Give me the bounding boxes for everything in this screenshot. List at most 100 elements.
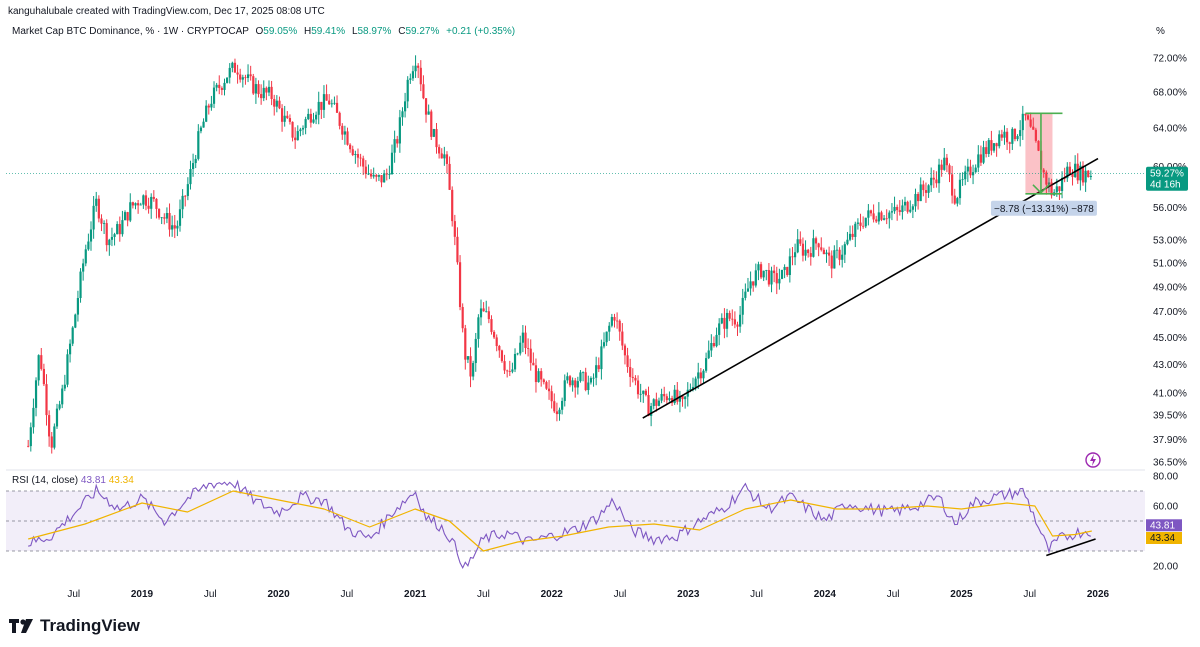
candle-body (215, 84, 218, 88)
symbol-name[interactable]: Market Cap BTC Dominance, % · 1W · CRYPT… (12, 26, 249, 37)
candle-body (220, 88, 223, 90)
candle-body (689, 389, 692, 390)
price-tick-label: 41.00% (1153, 388, 1187, 399)
tradingview-brand[interactable]: TradingView (8, 616, 140, 636)
price-tick-label: 47.00% (1153, 307, 1187, 318)
candle-body (356, 154, 360, 158)
candle-body (236, 72, 239, 75)
candle-body (228, 67, 231, 78)
time-tick-label: Jul (340, 589, 353, 600)
rsi-tick-label: 60.00 (1153, 502, 1178, 513)
candle-body (882, 218, 886, 220)
candle-body (953, 195, 956, 204)
candle-body (490, 319, 493, 332)
candle-body (576, 381, 579, 388)
candle-body (461, 307, 464, 329)
candle-body (194, 158, 197, 164)
candle-body (171, 225, 174, 230)
candle-body (966, 166, 969, 172)
candle-body (820, 247, 823, 250)
rsi-value: 43.81 (80, 475, 106, 486)
candle-body (516, 353, 519, 355)
candle-body (291, 121, 294, 138)
candle-body (678, 396, 682, 402)
candle-body (854, 223, 857, 237)
candle-body (1081, 165, 1085, 183)
candle-body (741, 297, 744, 315)
candle-body (650, 406, 653, 416)
rsi-legend[interactable]: RSI (14, close) 43.81 43.34 (12, 475, 134, 486)
lightning-icon[interactable] (1085, 452, 1101, 468)
candle-body (780, 269, 784, 279)
candle-body (919, 184, 922, 202)
candle-body (176, 225, 179, 229)
candle-body (275, 100, 278, 107)
candle-body (684, 396, 687, 400)
candle-body (718, 323, 721, 335)
candle-body (118, 224, 121, 235)
candle-body (733, 319, 736, 325)
candle-body (299, 129, 302, 132)
candle-body (283, 115, 286, 122)
candle-body (977, 154, 980, 168)
candle-body (160, 217, 163, 219)
candle-body (608, 325, 611, 332)
price-support-trendline (642, 157, 1099, 419)
candle-body (456, 236, 459, 263)
candle-body (922, 184, 925, 191)
candle-body (990, 140, 993, 151)
candle-body (427, 111, 430, 115)
candle-body (566, 376, 569, 381)
candle-body (333, 102, 336, 104)
time-tick-label: 2019 (131, 589, 154, 600)
candle-body (29, 427, 32, 447)
candle-body (749, 281, 752, 289)
candle-body (84, 249, 87, 264)
candle-body (445, 154, 449, 164)
candle-body (320, 101, 323, 110)
candle-body (223, 82, 226, 90)
candle-body (668, 398, 671, 401)
candle-body (82, 263, 85, 272)
price-unit-label: % (1156, 26, 1165, 37)
candle-body (623, 345, 627, 356)
candle-body (681, 396, 684, 400)
candle-body (914, 193, 917, 207)
candle-body (189, 169, 192, 185)
candle-body (155, 198, 158, 209)
close-label: C (398, 26, 406, 37)
candle-body (906, 201, 909, 212)
candle-body (485, 311, 488, 313)
candle-body (409, 78, 412, 80)
time-tick-label: Jul (67, 589, 80, 600)
open-label: O (255, 26, 264, 37)
candle-body (45, 384, 48, 416)
candle-body (631, 376, 634, 378)
candle-body (618, 320, 621, 332)
candle-body (458, 262, 462, 308)
candle-body (757, 264, 760, 271)
candle-body (930, 177, 933, 186)
candle-body (482, 308, 485, 312)
candle-body (309, 113, 312, 123)
candle-body (773, 270, 776, 274)
symbol-legend[interactable]: Market Cap BTC Dominance, % · 1W · CRYPT… (12, 26, 515, 37)
candle-body (121, 220, 124, 235)
candle-body (231, 62, 234, 68)
candle-body (398, 117, 401, 144)
candle-body (885, 218, 888, 220)
candle-body (736, 324, 739, 327)
candle-body (791, 256, 794, 258)
rsi-name[interactable]: RSI (14, close) (12, 475, 79, 486)
price-tick-label: 43.00% (1153, 360, 1187, 371)
candle-body (589, 378, 593, 383)
candle-body (636, 380, 640, 395)
candle-body (406, 79, 409, 102)
candle-body (396, 139, 399, 144)
candle-body (53, 426, 56, 448)
rsi-ma-value: 43.34 (108, 475, 134, 486)
candle-body (553, 401, 556, 412)
candle-body (728, 312, 731, 319)
candle-body (113, 234, 116, 237)
